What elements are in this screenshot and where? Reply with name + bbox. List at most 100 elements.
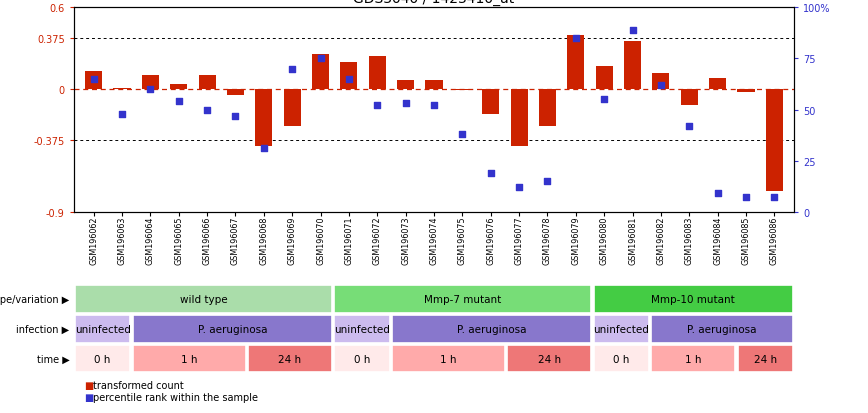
Bar bbox=[738, 90, 754, 93]
Text: GSM196080: GSM196080 bbox=[600, 216, 608, 264]
Text: GSM196070: GSM196070 bbox=[316, 216, 325, 264]
Text: P. aeruginosa: P. aeruginosa bbox=[457, 324, 526, 334]
Text: Mmp-7 mutant: Mmp-7 mutant bbox=[424, 294, 502, 304]
Bar bbox=[507, 345, 591, 373]
Text: GSM196065: GSM196065 bbox=[174, 216, 183, 264]
Bar bbox=[425, 81, 443, 90]
Bar bbox=[595, 67, 613, 90]
Bar bbox=[738, 345, 793, 373]
Bar bbox=[75, 316, 130, 343]
Point bbox=[143, 87, 157, 93]
Text: GSM196079: GSM196079 bbox=[571, 216, 581, 264]
Point bbox=[201, 107, 214, 114]
Bar bbox=[114, 88, 130, 90]
Bar bbox=[594, 345, 649, 373]
Bar bbox=[85, 72, 102, 90]
Text: GSM196081: GSM196081 bbox=[628, 216, 637, 264]
Point bbox=[257, 146, 271, 152]
Bar bbox=[651, 345, 735, 373]
Point bbox=[597, 97, 611, 103]
Bar bbox=[170, 84, 187, 90]
Point bbox=[654, 83, 667, 89]
Text: 24 h: 24 h bbox=[279, 354, 301, 364]
Text: 1 h: 1 h bbox=[685, 354, 701, 364]
Bar bbox=[334, 316, 390, 343]
Text: 1 h: 1 h bbox=[181, 354, 197, 364]
Point bbox=[398, 101, 412, 107]
Text: 0 h: 0 h bbox=[613, 354, 629, 364]
Text: GSM196086: GSM196086 bbox=[770, 216, 779, 264]
Point bbox=[483, 170, 497, 177]
Point bbox=[313, 56, 327, 63]
Text: ■: ■ bbox=[84, 380, 94, 389]
Bar bbox=[284, 90, 300, 127]
Point bbox=[427, 103, 441, 109]
Text: P. aeruginosa: P. aeruginosa bbox=[198, 324, 267, 334]
Bar bbox=[133, 345, 246, 373]
Bar bbox=[651, 316, 793, 343]
Text: percentile rank within the sample: percentile rank within the sample bbox=[93, 392, 258, 402]
Text: GSM196062: GSM196062 bbox=[89, 216, 98, 264]
Bar bbox=[653, 74, 669, 90]
Point bbox=[456, 131, 470, 138]
Text: wild type: wild type bbox=[180, 294, 227, 304]
Point bbox=[87, 76, 101, 83]
Text: GSM196072: GSM196072 bbox=[372, 216, 382, 264]
Point bbox=[682, 123, 696, 130]
Text: infection ▶: infection ▶ bbox=[16, 324, 69, 334]
Point bbox=[371, 103, 385, 109]
Bar bbox=[340, 63, 358, 90]
Point bbox=[286, 66, 299, 73]
Text: GSM196064: GSM196064 bbox=[146, 216, 155, 264]
Bar bbox=[483, 90, 499, 114]
Point bbox=[767, 195, 781, 201]
Point bbox=[626, 27, 640, 34]
Text: GSM196071: GSM196071 bbox=[345, 216, 353, 264]
Text: P. aeruginosa: P. aeruginosa bbox=[687, 324, 757, 334]
Title: GDS3040 / 1423410_at: GDS3040 / 1423410_at bbox=[353, 0, 515, 6]
Text: time ▶: time ▶ bbox=[36, 354, 69, 364]
Text: GSM196063: GSM196063 bbox=[117, 216, 127, 264]
Point bbox=[228, 113, 242, 120]
Bar bbox=[709, 79, 727, 90]
Text: 24 h: 24 h bbox=[537, 354, 561, 364]
Bar bbox=[227, 90, 244, 95]
Text: uninfected: uninfected bbox=[75, 324, 130, 334]
Text: GSM196084: GSM196084 bbox=[713, 216, 722, 264]
Bar bbox=[334, 286, 591, 313]
Bar bbox=[681, 90, 698, 106]
Bar bbox=[594, 316, 649, 343]
Point bbox=[115, 111, 129, 118]
Point bbox=[711, 191, 725, 197]
Bar bbox=[75, 345, 130, 373]
Text: GSM196067: GSM196067 bbox=[231, 216, 240, 264]
Bar bbox=[369, 57, 385, 90]
Bar bbox=[334, 345, 390, 373]
Text: uninfected: uninfected bbox=[334, 324, 390, 334]
Bar bbox=[510, 90, 528, 147]
Point bbox=[172, 99, 186, 105]
Bar bbox=[454, 90, 470, 91]
Text: uninfected: uninfected bbox=[594, 324, 649, 334]
Text: GSM196074: GSM196074 bbox=[430, 216, 438, 264]
Bar bbox=[398, 81, 414, 90]
Bar bbox=[248, 345, 332, 373]
Bar bbox=[624, 42, 641, 90]
Bar bbox=[199, 76, 215, 90]
Bar bbox=[766, 90, 783, 192]
Text: GSM196077: GSM196077 bbox=[515, 216, 523, 264]
Text: GSM196076: GSM196076 bbox=[486, 216, 496, 264]
Bar bbox=[141, 76, 159, 90]
Point bbox=[541, 178, 555, 185]
Text: GSM196068: GSM196068 bbox=[260, 216, 268, 264]
Bar bbox=[255, 90, 273, 147]
Bar bbox=[594, 286, 793, 313]
Text: GSM196069: GSM196069 bbox=[287, 216, 297, 264]
Bar bbox=[392, 316, 591, 343]
Text: GSM196075: GSM196075 bbox=[457, 216, 467, 264]
Text: genotype/variation ▶: genotype/variation ▶ bbox=[0, 294, 69, 304]
Bar bbox=[75, 286, 332, 313]
Point bbox=[739, 195, 753, 201]
Text: GSM196073: GSM196073 bbox=[401, 216, 411, 264]
Point bbox=[342, 76, 356, 83]
